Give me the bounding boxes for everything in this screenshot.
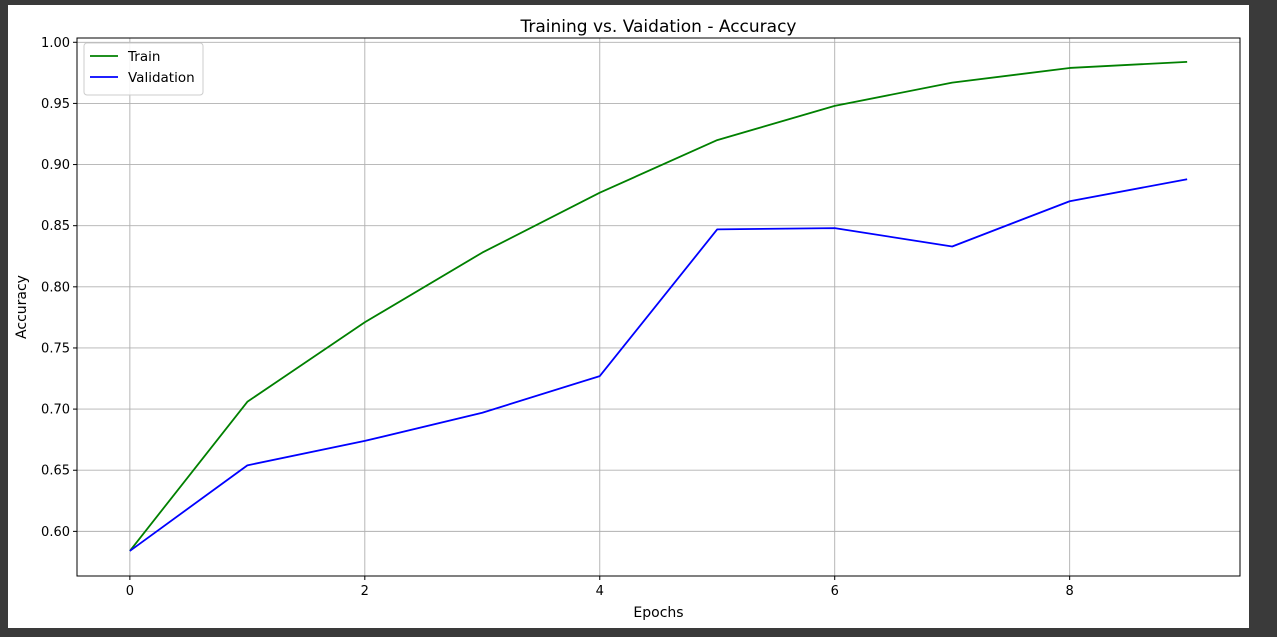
x-axis-label: Epochs (633, 605, 683, 621)
chart-title: Training vs. Vaidation - Accuracy (520, 17, 797, 37)
x-tick-label: 8 (1066, 584, 1074, 599)
chart-figure: 0 2 4 6 8 0.60 0.65 0.70 0.75 0.80 0.85 0.90 0.95 1.0… (8, 5, 1249, 628)
y-tick-label: 0.60 (41, 525, 70, 540)
x-tick-label: 4 (596, 584, 604, 599)
y-tick-label: 0.95 (41, 97, 70, 112)
y-tick-label: 0.85 (41, 219, 70, 234)
ticks-layer: 0 2 4 6 8 0.60 0.65 0.70 0.75 0.80 0.85 0.90 0.95 1.0… (41, 36, 1074, 599)
series-line-validation (129, 178, 1188, 552)
y-axis-label: Accuracy (14, 275, 30, 339)
y-tick-label: 0.90 (41, 158, 70, 173)
x-tick-label: 6 (831, 584, 839, 599)
y-tick-label: 0.80 (41, 280, 70, 295)
y-tick-label: 0.70 (41, 403, 70, 418)
legend: Train Validation (83, 42, 204, 96)
legend-label-train: Train (127, 49, 160, 65)
y-tick-label: 0.75 (41, 341, 70, 356)
grid-layer (77, 38, 1240, 576)
legend-label-validation: Validation (128, 70, 195, 86)
line-chart: 0 2 4 6 8 0.60 0.65 0.70 0.75 0.80 0.85 0.90 0.95 1.0… (14, 17, 1241, 621)
x-tick-label: 0 (126, 584, 134, 599)
plot-frame (76, 37, 1241, 577)
y-tick-label: 0.65 (41, 464, 70, 479)
series-layer (129, 60, 1188, 552)
x-tick-label: 2 (361, 584, 369, 599)
y-tick-label: 1.00 (41, 36, 70, 51)
series-line-train (129, 60, 1188, 552)
